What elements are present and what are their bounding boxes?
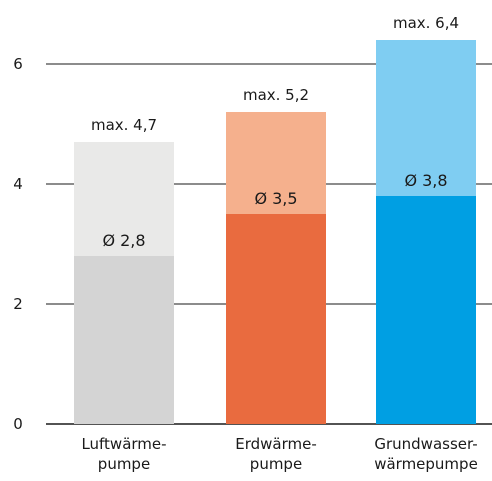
x-category-label: pumpe xyxy=(98,455,150,473)
x-axis-categories: Luftwärme-pumpe Erdwärme-pumpe Grundwasser… xyxy=(81,435,477,473)
x-category-label: Grundwasser- xyxy=(374,435,477,453)
avg-value-label: Ø 2,8 xyxy=(102,231,145,250)
bar-avg-1 xyxy=(226,214,326,424)
bars xyxy=(74,40,476,424)
bar-avg-2 xyxy=(376,196,476,424)
avg-value-label: Ø 3,8 xyxy=(404,171,447,190)
x-category-label: pumpe xyxy=(250,455,302,473)
x-category-label: wärmepumpe xyxy=(374,455,478,473)
y-tick-label: 2 xyxy=(13,295,23,313)
y-tick-label: 6 xyxy=(13,55,23,73)
max-value-label: max. 6,4 xyxy=(393,14,459,32)
y-axis-ticks: 0 2 4 6 xyxy=(13,55,23,433)
data-labels: max. 4,7 Ø 2,8 max. 5,2 Ø 3,5 max. 6,4 Ø 3,8 xyxy=(91,14,459,250)
bar-max-0 xyxy=(74,142,174,256)
x-category-label: Luftwärme- xyxy=(81,435,166,453)
bar-max-2 xyxy=(376,40,476,196)
max-value-label: max. 4,7 xyxy=(91,116,157,134)
x-category-label: Erdwärme- xyxy=(235,435,317,453)
y-tick-label: 0 xyxy=(13,415,23,433)
bar-max-1 xyxy=(226,112,326,214)
avg-value-label: Ø 3,5 xyxy=(254,189,297,208)
max-value-label: max. 5,2 xyxy=(243,86,309,104)
y-tick-label: 4 xyxy=(13,175,23,193)
bar-avg-0 xyxy=(74,256,174,424)
